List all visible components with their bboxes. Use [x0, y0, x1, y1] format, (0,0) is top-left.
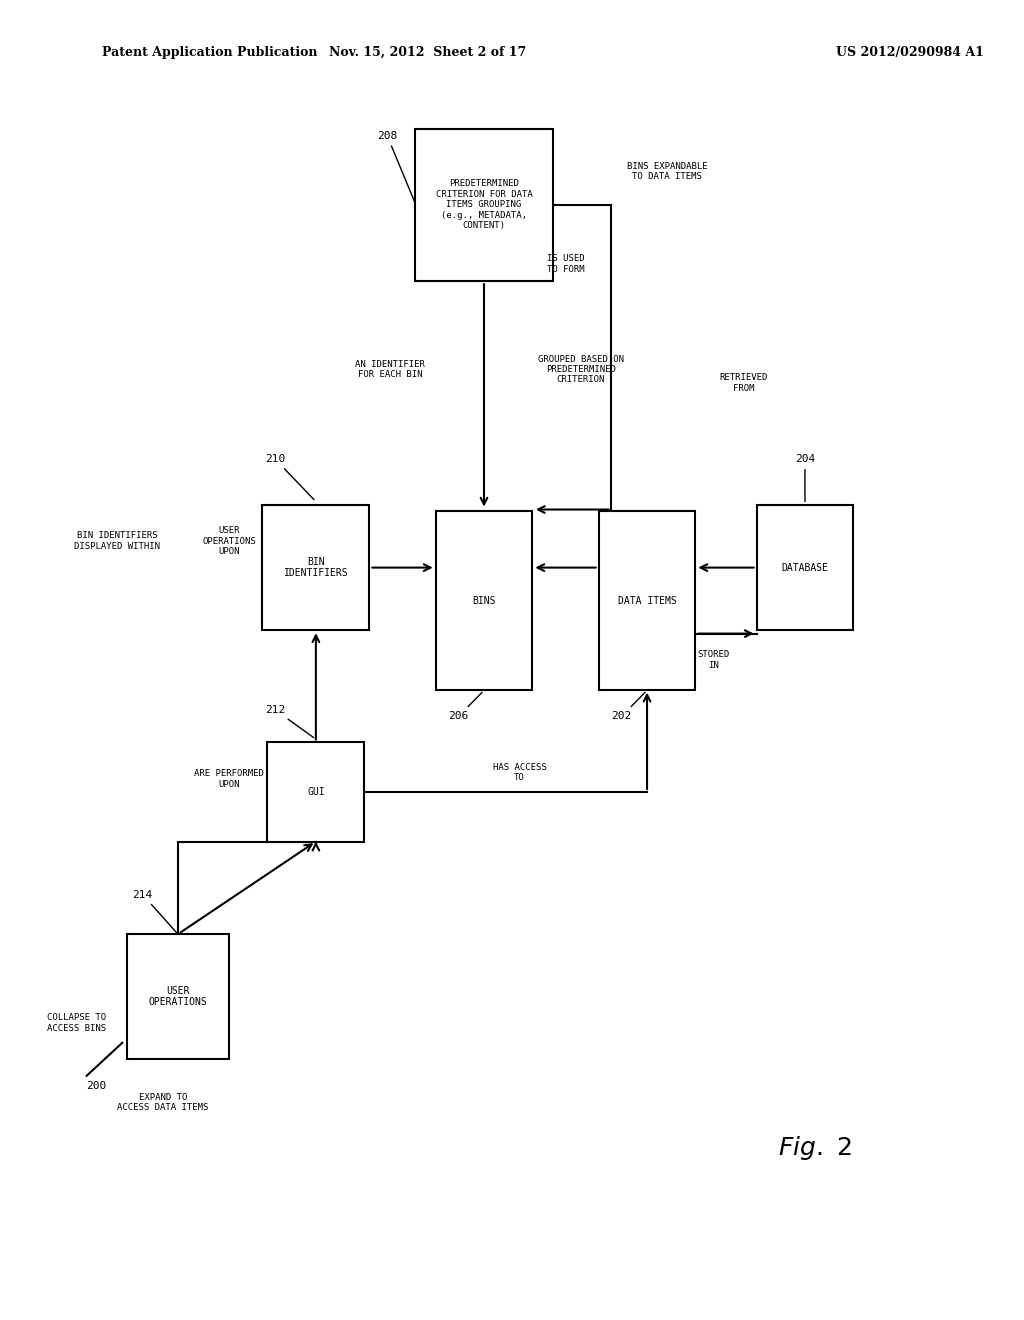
Text: 202: 202 [611, 693, 645, 722]
FancyBboxPatch shape [267, 742, 365, 842]
Text: Nov. 15, 2012  Sheet 2 of 17: Nov. 15, 2012 Sheet 2 of 17 [330, 46, 526, 59]
FancyBboxPatch shape [757, 506, 853, 631]
Text: 204: 204 [795, 454, 815, 502]
FancyBboxPatch shape [435, 511, 532, 689]
Text: RETRIEVED
FROM: RETRIEVED FROM [720, 374, 768, 392]
Text: 214: 214 [132, 890, 176, 932]
Text: DATA ITEMS: DATA ITEMS [617, 595, 677, 606]
Text: 212: 212 [265, 705, 313, 738]
Text: BINS EXPANDABLE
TO DATA ITEMS: BINS EXPANDABLE TO DATA ITEMS [627, 162, 708, 181]
Text: 206: 206 [449, 693, 482, 722]
Text: $\it{Fig.\ 2}$: $\it{Fig.\ 2}$ [778, 1134, 852, 1163]
Text: EXPAND TO
ACCESS DATA ITEMS: EXPAND TO ACCESS DATA ITEMS [118, 1093, 209, 1111]
Text: DATABASE: DATABASE [781, 562, 828, 573]
Text: Patent Application Publication: Patent Application Publication [102, 46, 317, 59]
Text: USER
OPERATIONS
UPON: USER OPERATIONS UPON [203, 527, 256, 556]
Text: HAS ACCESS
TO: HAS ACCESS TO [493, 763, 547, 781]
Text: USER
OPERATIONS: USER OPERATIONS [148, 986, 208, 1007]
Text: BIN IDENTIFIERS
DISPLAYED WITHIN: BIN IDENTIFIERS DISPLAYED WITHIN [74, 532, 160, 550]
Text: 210: 210 [265, 454, 314, 499]
Text: IS USED
TO FORM: IS USED TO FORM [547, 255, 585, 273]
FancyBboxPatch shape [415, 129, 553, 281]
Text: AN IDENTIFIER
FOR EACH BIN: AN IDENTIFIER FOR EACH BIN [355, 360, 425, 379]
Text: GUI: GUI [307, 787, 325, 797]
Text: COLLAPSE TO
ACCESS BINS: COLLAPSE TO ACCESS BINS [47, 1014, 106, 1032]
Text: STORED
IN: STORED IN [697, 651, 729, 669]
Text: BIN
IDENTIFIERS: BIN IDENTIFIERS [284, 557, 348, 578]
Text: GROUPED BASED ON
PREDETERMINED
CRITERION: GROUPED BASED ON PREDETERMINED CRITERION [538, 355, 624, 384]
Text: 200: 200 [87, 1081, 106, 1092]
FancyBboxPatch shape [599, 511, 695, 689]
Text: 208: 208 [377, 131, 415, 202]
FancyBboxPatch shape [262, 506, 370, 631]
Text: BINS: BINS [472, 595, 496, 606]
Text: US 2012/0290984 A1: US 2012/0290984 A1 [836, 46, 983, 59]
Text: ARE PERFORMED
UPON: ARE PERFORMED UPON [195, 770, 264, 788]
FancyBboxPatch shape [127, 935, 229, 1059]
Text: PREDETERMINED
CRITERION FOR DATA
ITEMS GROUPING
(e.g., METADATA,
CONTENT): PREDETERMINED CRITERION FOR DATA ITEMS G… [435, 180, 532, 230]
